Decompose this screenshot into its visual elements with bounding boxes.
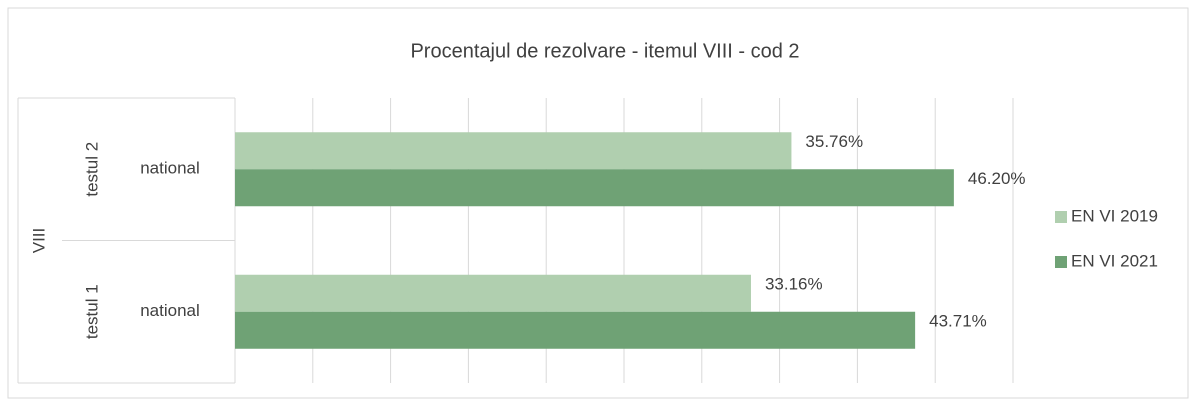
legend-label: EN VI 2019 [1071,206,1158,225]
bar [235,311,916,349]
data-label: 43.71% [929,312,987,331]
data-label: 46.20% [968,169,1026,188]
subgroup-label: testul 1 [82,284,101,339]
subgroup-label: testul 2 [82,142,101,197]
bar [235,132,792,170]
y-tick-label: national [140,301,200,320]
legend-label: EN VI 2021 [1071,251,1158,270]
bar [235,274,751,312]
y-tick-label: national [140,159,200,178]
bar [235,169,954,207]
legend-swatch [1055,211,1067,223]
group-label: VIII [29,228,48,254]
legend-swatch [1055,256,1067,268]
data-label: 33.16% [765,275,823,294]
chart-title: Procentajul de rezolvare - itemul VIII -… [410,40,799,62]
data-label: 35.76% [805,132,863,151]
